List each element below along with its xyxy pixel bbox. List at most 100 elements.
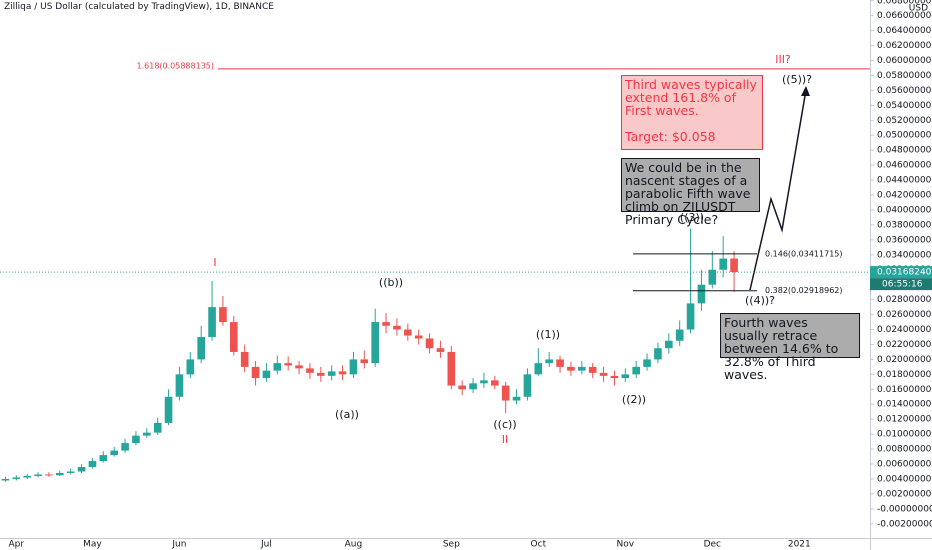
y-tick-label: 0.01800000: [877, 370, 932, 380]
candle-body: [588, 366, 597, 373]
y-tick-label: 0.04400000: [877, 176, 932, 186]
wave-label: ((3)): [680, 211, 704, 224]
y-tick-label: 0.03800000: [877, 220, 932, 230]
candle-body: [349, 359, 358, 375]
wave-label: III?: [775, 53, 791, 66]
candle-body: [371, 322, 379, 364]
candle-body: [697, 284, 706, 304]
candle-body: [599, 372, 608, 376]
candle-body: [197, 336, 205, 360]
candle-body: [208, 307, 216, 337]
y-tick-label: 0.02200000: [877, 340, 932, 350]
candle-body: [153, 422, 162, 433]
y-tick-label: 0.05400000: [877, 101, 932, 111]
wave-label: I: [213, 256, 216, 269]
note-target: Target: $0.058: [625, 129, 716, 144]
candle-body: [556, 359, 564, 367]
candle-body: [99, 455, 108, 462]
y-tick-label: 0.03400000: [877, 250, 932, 260]
candle-body: [219, 307, 227, 323]
y-tick-label: 0.02400000: [877, 325, 932, 335]
candle-body: [501, 385, 510, 401]
fib-label: 0.146(0.03411715): [765, 249, 843, 258]
candle-body: [393, 325, 401, 330]
candle-body: [175, 374, 184, 397]
candle-body: [404, 329, 412, 336]
last-price-label: 0.03168240: [877, 268, 932, 278]
candle-body: [284, 363, 292, 366]
y-tick-label: 0.00400000: [877, 474, 932, 484]
candle-body: [240, 351, 249, 367]
x-tick-label: Dec: [704, 540, 721, 550]
wave-label: II: [502, 433, 509, 446]
candle-body: [251, 366, 260, 379]
note-fourth-wave: Fourth waves usually retrace between 14.…: [720, 313, 860, 381]
candle-body: [1, 478, 10, 481]
y-tick-label: 0.05800000: [877, 71, 932, 81]
projection-arrow: [749, 89, 807, 291]
y-tick-label: 0.02000000: [877, 355, 932, 365]
y-tick-label: 0.04000000: [877, 205, 932, 215]
candle-body: [610, 375, 619, 379]
candle-body: [34, 474, 42, 476]
y-tick-label: 0.00200000: [877, 489, 932, 499]
candle-body: [66, 471, 75, 473]
y-tick-label: 0.06600000: [877, 11, 932, 21]
candle-body: [338, 371, 347, 375]
candle-body: [295, 365, 303, 369]
y-tick-label: 0.04800000: [877, 146, 932, 156]
candle-body: [88, 461, 97, 468]
candle-body: [632, 366, 640, 375]
candle-body: [643, 359, 651, 367]
y-tick-label: 0.02800000: [877, 295, 932, 305]
candle-body: [523, 374, 532, 397]
y-tick-label: 0.00800000: [877, 445, 932, 455]
x-tick-label: Aug: [345, 540, 363, 550]
fib-label: 1.618(0.05888135): [137, 61, 215, 70]
candle-body: [534, 363, 543, 375]
wave-label: ((4))?: [745, 294, 775, 307]
candle-body: [273, 363, 282, 371]
x-tick-label: May: [83, 540, 102, 550]
candle-body: [654, 348, 662, 360]
countdown-label: 06:55:16: [882, 280, 923, 290]
candle-body: [480, 380, 488, 384]
candle-body: [578, 366, 586, 371]
y-tick-label: 0.06000000: [877, 56, 932, 66]
y-tick-label: 0.01600000: [877, 385, 932, 395]
candle-body: [414, 335, 423, 339]
x-tick-label: Sep: [443, 540, 460, 550]
wave-label: ((b)): [379, 276, 403, 289]
x-tick-label: Jun: [171, 540, 186, 550]
arrow-head: [801, 86, 810, 96]
candle-body: [686, 303, 695, 330]
chart-title: Zilliqa / US Dollar (calculated by Tradi…: [4, 2, 274, 12]
candle-body: [469, 383, 477, 390]
x-tick-label: Nov: [617, 540, 635, 550]
candle-body: [45, 474, 53, 476]
candle-body: [491, 380, 499, 386]
y-tick-label: 0.02600000: [877, 310, 932, 320]
candle-body: [327, 371, 336, 376]
y-tick-label: 0.06200000: [877, 41, 932, 51]
y-tick-label: 0.04600000: [877, 161, 932, 171]
candle-body: [447, 351, 456, 386]
candle-body: [143, 432, 151, 436]
y-tick-label: 0.05000000: [877, 131, 932, 141]
candle-body: [230, 322, 238, 352]
y-tick-label: -0.00200000: [877, 519, 932, 529]
note-text: Third waves typically extend 161.8% of F…: [625, 77, 757, 118]
countdown-tag: [870, 278, 932, 291]
candle-body: [425, 338, 434, 349]
y-unit: USD: [909, 4, 928, 14]
candle-body: [665, 340, 673, 349]
candle-body: [458, 385, 466, 390]
y-tick-label: 0.01000000: [877, 430, 932, 440]
wave-label: ((2)): [622, 393, 646, 406]
x-tick-label: Jul: [260, 540, 272, 550]
y-tick-label: 0.01200000: [877, 415, 932, 425]
candle-body: [262, 370, 271, 379]
y-tick-label: 0.05600000: [877, 86, 932, 96]
candle-body: [512, 396, 521, 401]
